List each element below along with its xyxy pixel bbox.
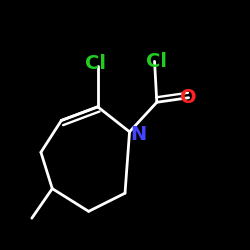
Text: Cl: Cl	[146, 52, 167, 71]
Text: O: O	[180, 88, 197, 107]
Text: Cl: Cl	[85, 54, 106, 73]
Text: N: N	[130, 124, 147, 144]
